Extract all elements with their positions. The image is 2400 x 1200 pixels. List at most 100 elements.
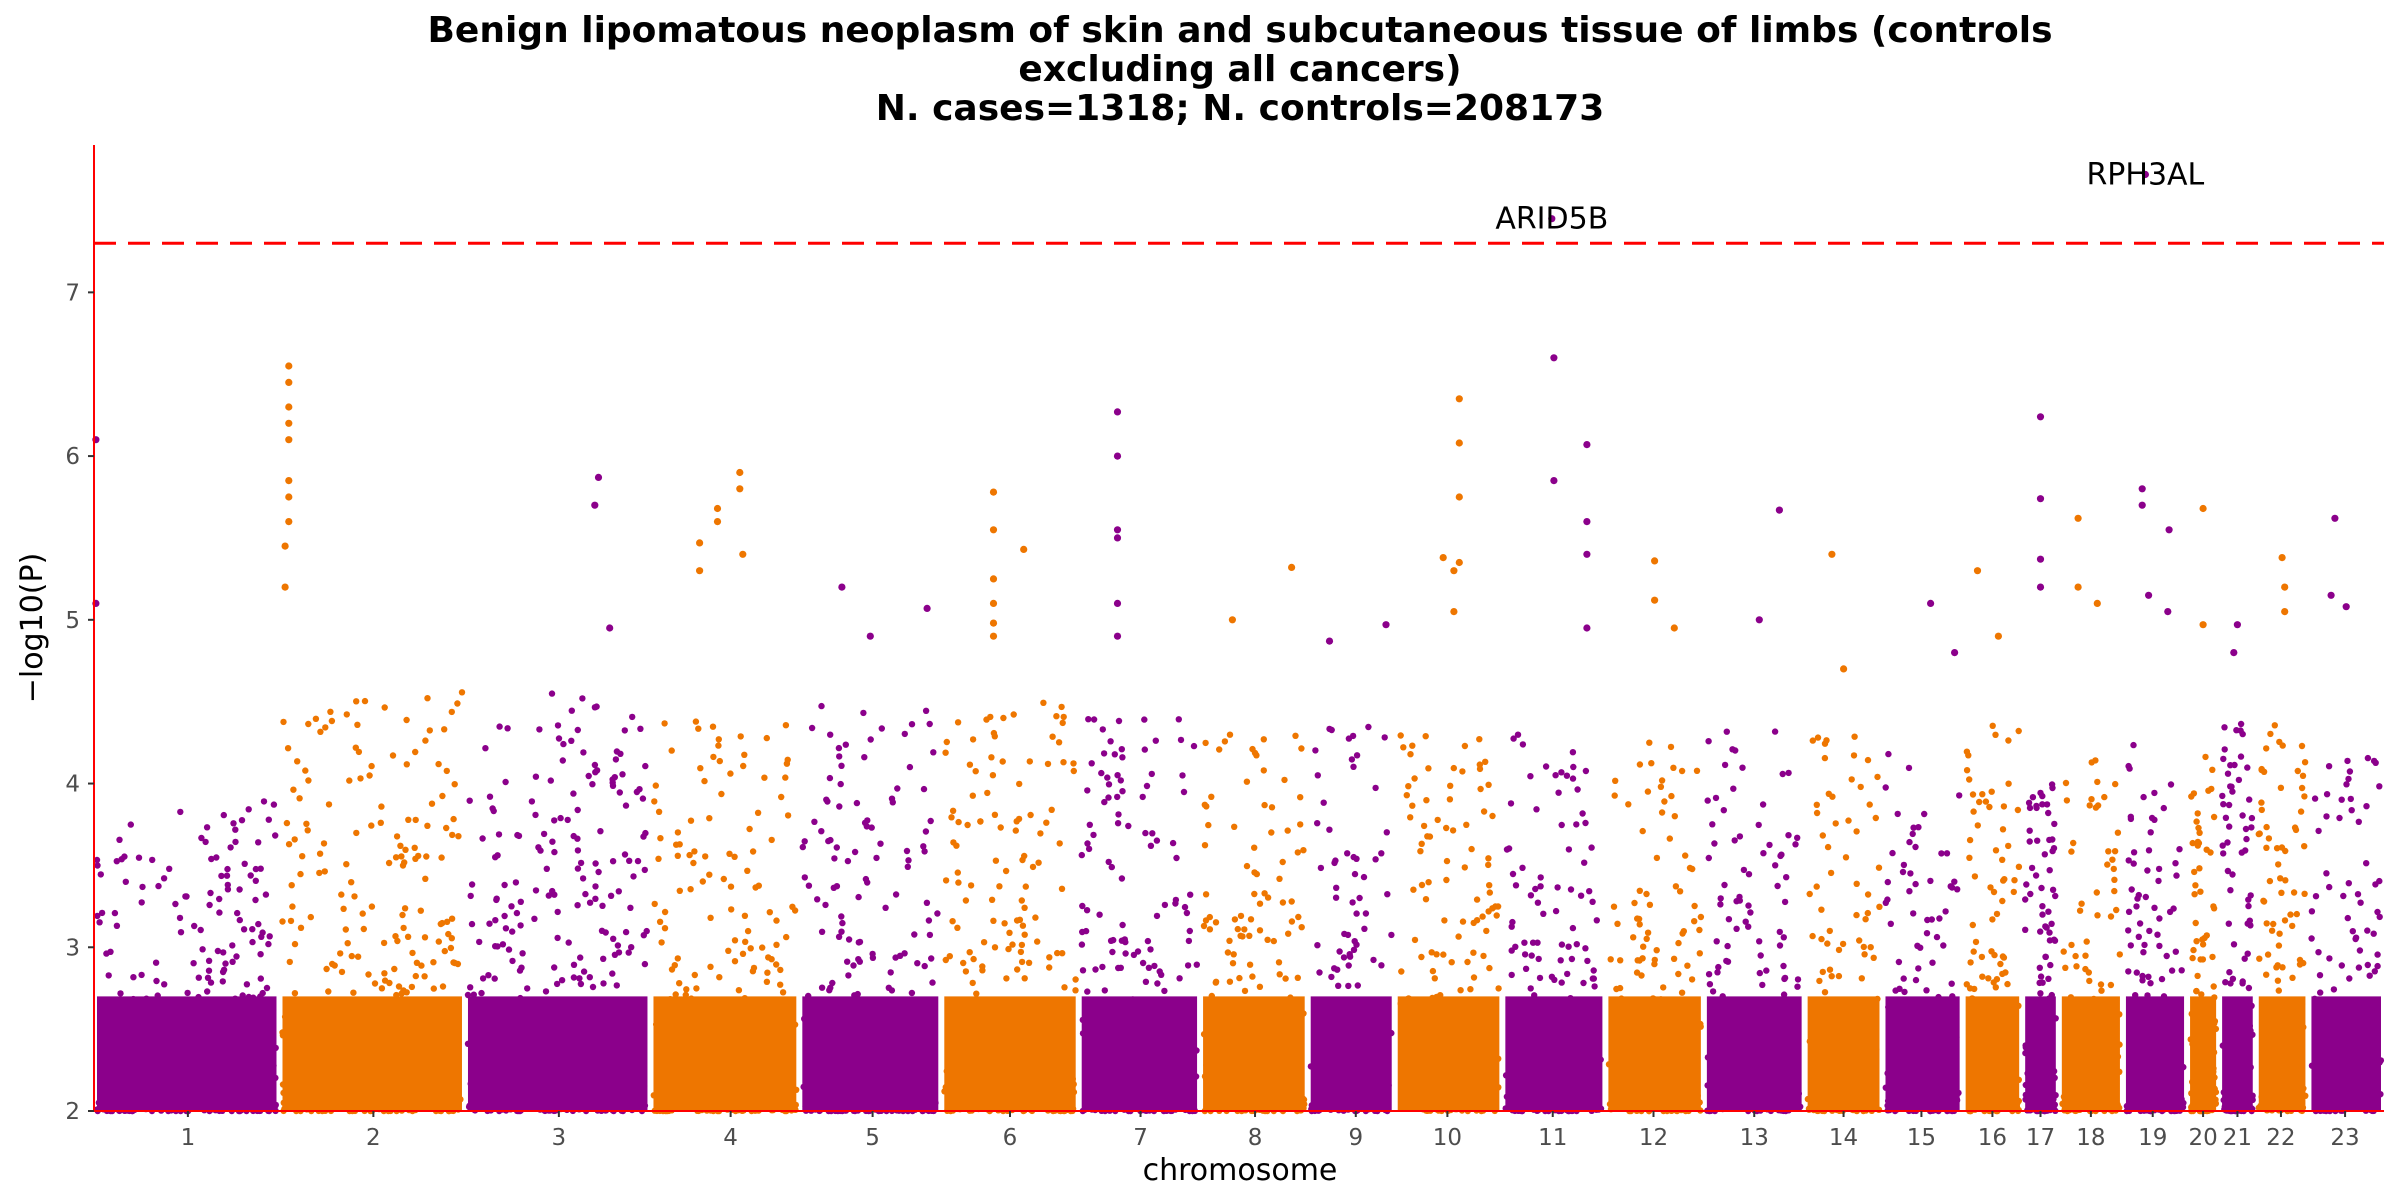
snp-point: [423, 853, 430, 860]
snp-point: [818, 702, 825, 710]
snp-point: [97, 871, 105, 878]
snp-point: [1577, 892, 1585, 899]
snp-point: [838, 928, 845, 935]
snp-point: [2038, 884, 2045, 892]
snp-point: [2168, 967, 2176, 974]
snp-point: [238, 817, 246, 824]
snp-point: [2201, 934, 2208, 942]
snp-point: [737, 733, 744, 740]
snp-point: [2294, 767, 2301, 775]
snp-point: [1954, 886, 1961, 893]
snp-point: [1370, 956, 1377, 964]
snp-point: [2374, 908, 2381, 916]
snp-point: [257, 975, 264, 982]
snp-point: [1443, 876, 1450, 884]
snp-point: [1558, 979, 1565, 986]
peak-point: [736, 468, 744, 477]
snp-point: [2192, 919, 2199, 927]
snp-point: [731, 937, 739, 944]
snp-point: [607, 892, 615, 899]
snp-point: [2178, 967, 2185, 974]
snp-point: [1691, 918, 1698, 925]
snp-point: [2134, 895, 2141, 902]
snp-point: [1874, 773, 1881, 781]
snp-point: [763, 978, 771, 985]
snp-point: [2301, 759, 2309, 766]
snp-point: [1298, 745, 1305, 752]
snp-point: [448, 708, 455, 716]
snp-point: [1279, 899, 1287, 906]
snp-point: [1816, 977, 1823, 985]
snp-point: [1763, 967, 1770, 974]
snp-point: [458, 689, 466, 696]
snp-point: [502, 778, 509, 786]
title-line-3: N. cases=1318; N. controls=208173: [876, 88, 1605, 129]
snp-point: [255, 839, 262, 846]
snp-point: [441, 726, 448, 733]
snp-point: [707, 963, 714, 970]
snp-point-band: [2061, 996, 2120, 1111]
snp-point: [2300, 959, 2307, 967]
snp-point: [728, 906, 735, 913]
snp-point: [1745, 871, 1753, 878]
snp-point: [997, 824, 1004, 831]
snp-point: [2347, 795, 2354, 803]
snp-point: [1987, 884, 1994, 891]
snp-point: [1378, 962, 1385, 969]
snp-point: [252, 896, 259, 904]
snp-point: [1887, 920, 1895, 927]
snp-point: [1508, 971, 1515, 979]
snp-point: [408, 983, 416, 991]
snp-point: [220, 949, 227, 956]
snp-point: [966, 761, 974, 768]
snp-point: [439, 792, 446, 800]
snp-point: [2002, 969, 2009, 976]
snp-point: [1875, 864, 1883, 871]
snp-point: [1509, 870, 1517, 878]
snp-point: [570, 832, 577, 840]
snp-point: [149, 856, 156, 864]
snp-point: [2330, 986, 2338, 993]
snp-point: [742, 938, 749, 945]
snp-point: [412, 972, 419, 980]
snp-point: [1345, 982, 1352, 990]
peak-point: [1382, 621, 1390, 629]
snp-point: [1032, 914, 1039, 921]
snp-point: [2228, 783, 2235, 790]
snp-point: [1522, 965, 1530, 972]
snp-point: [2130, 741, 2137, 749]
snp-point: [303, 820, 310, 827]
snp-point: [591, 761, 599, 769]
snp-point: [1378, 850, 1385, 857]
snp-point: [1717, 901, 1724, 908]
snp-point: [2140, 949, 2147, 956]
snp-point-band: [2311, 996, 2381, 1111]
x-tick-label: 22: [2266, 1125, 2295, 1151]
snp-point: [290, 786, 297, 793]
chromosome-23-points: [2308, 514, 2385, 1115]
peak-point: [1651, 596, 1659, 604]
peak-point: [1583, 441, 1591, 449]
snp-point: [299, 853, 306, 860]
snp-point: [224, 881, 231, 889]
chromosome-15-points: [1882, 599, 1963, 1115]
snp-point: [1434, 816, 1441, 824]
snp-point: [892, 954, 899, 961]
snp-point: [1927, 877, 1934, 885]
snp-point: [2140, 793, 2147, 801]
snp-point: [1443, 824, 1450, 832]
snp-point: [773, 941, 780, 948]
snp-point: [1035, 859, 1042, 866]
snp-point: [628, 944, 635, 951]
snp-point: [1470, 974, 1478, 981]
snp-point: [2255, 830, 2262, 838]
snp-point: [540, 830, 548, 838]
snp-point: [2068, 848, 2075, 855]
peak-point: [281, 542, 289, 550]
snp-point: [2147, 829, 2154, 836]
snp-point: [1992, 731, 1999, 738]
snp-point: [1489, 812, 1496, 820]
snp-point: [1431, 975, 1439, 982]
snp-point: [942, 749, 949, 756]
chromosome-2-points: [279, 362, 466, 1115]
